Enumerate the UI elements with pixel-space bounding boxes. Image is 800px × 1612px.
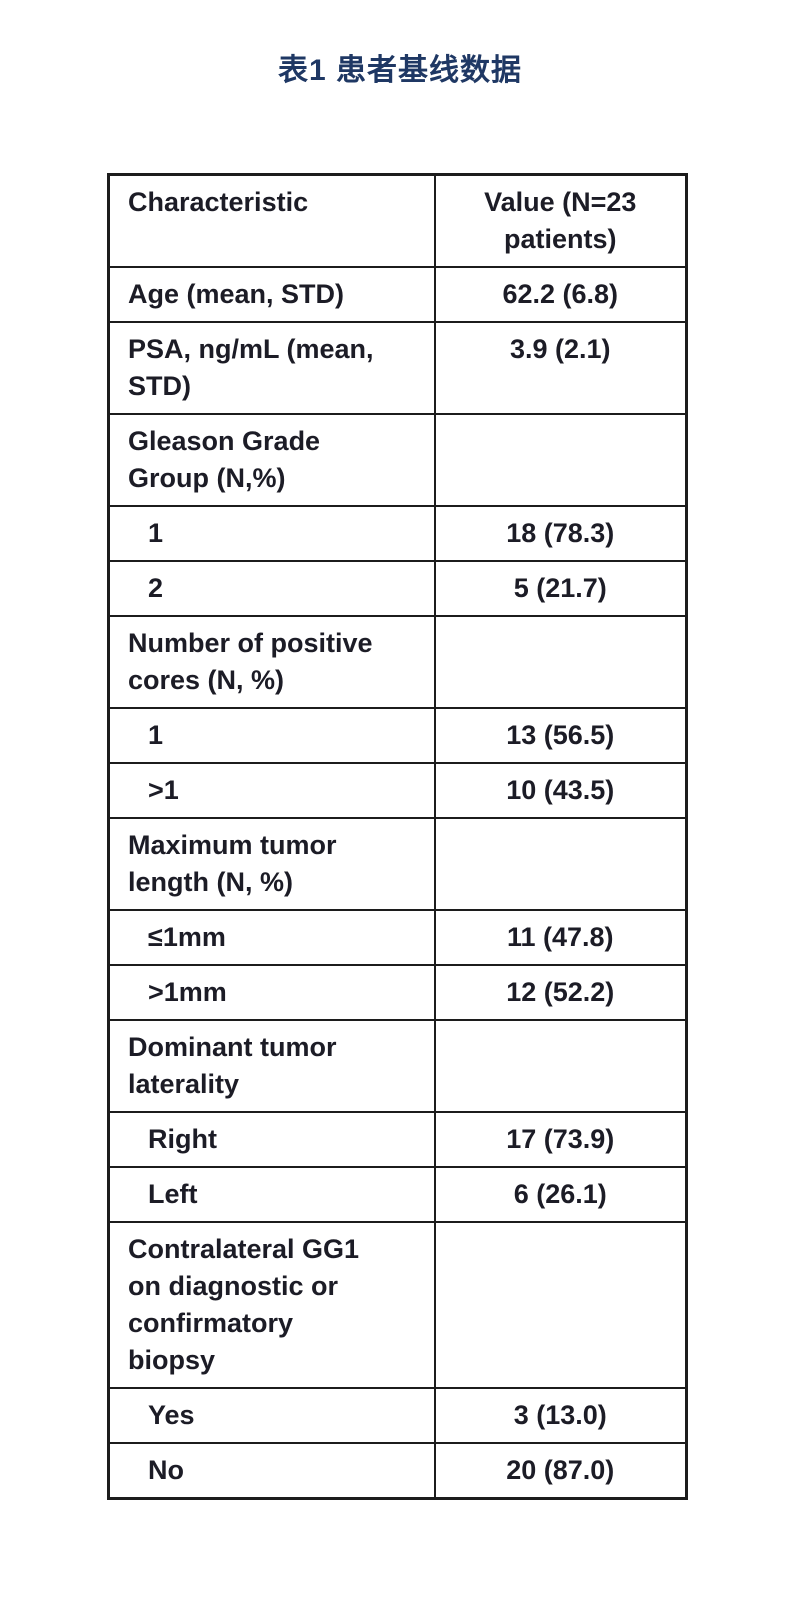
characteristic-cell: Gleason Grade Group (N,%) xyxy=(107,413,436,507)
value-cell xyxy=(433,817,688,911)
table-row: >1mm 12 (52.2) xyxy=(107,964,688,1021)
value-cell: 5 (21.7) xyxy=(433,560,688,617)
table-caption: 表1 患者基线数据 xyxy=(277,54,523,87)
characteristic-cell: Yes xyxy=(107,1387,436,1444)
characteristic-cell: No xyxy=(107,1442,436,1500)
table-row: Number of positive cores (N, %) xyxy=(107,615,688,709)
characteristic-cell: 1 xyxy=(107,707,436,764)
characteristic-cell: >1 xyxy=(107,762,436,819)
table-row: Right 17 (73.9) xyxy=(107,1111,688,1168)
table-row: No 20 (87.0) xyxy=(107,1442,688,1500)
characteristic-cell: 2 xyxy=(107,560,436,617)
value-cell: 3 (13.0) xyxy=(433,1387,688,1444)
table-row: 1 13 (56.5) xyxy=(107,707,688,764)
value-cell: 11 (47.8) xyxy=(433,909,688,966)
table-row: Left 6 (26.1) xyxy=(107,1166,688,1223)
value-cell: 6 (26.1) xyxy=(433,1166,688,1223)
table-row: Yes 3 (13.0) xyxy=(107,1387,688,1444)
table-row: Maximum tumor length (N, %) xyxy=(107,817,688,911)
value-cell xyxy=(433,1019,688,1113)
table-body: Age (mean, STD) 62.2 (6.8) PSA, ng/mL (m… xyxy=(107,266,688,1500)
table-header-row: Characteristic Value (N=23 patients) xyxy=(107,173,688,268)
value-cell: 62.2 (6.8) xyxy=(433,266,688,323)
column-header-value: Value (N=23 patients) xyxy=(433,173,688,268)
table-row: >1 10 (43.5) xyxy=(107,762,688,819)
value-cell xyxy=(433,615,688,709)
characteristic-cell: Dominant tumor laterality xyxy=(107,1019,436,1113)
value-cell xyxy=(433,413,688,507)
table-row: Gleason Grade Group (N,%) xyxy=(107,413,688,507)
characteristic-cell: Age (mean, STD) xyxy=(107,266,436,323)
characteristic-cell: Right xyxy=(107,1111,436,1168)
table-row: PSA, ng/mL (mean, STD) 3.9 (2.1) xyxy=(107,321,688,415)
value-cell: 18 (78.3) xyxy=(433,505,688,562)
value-cell xyxy=(433,1221,688,1389)
column-header-characteristic: Characteristic xyxy=(107,173,436,268)
characteristic-cell: Left xyxy=(107,1166,436,1223)
table-row: ≤1mm 11 (47.8) xyxy=(107,909,688,966)
table-row: Age (mean, STD) 62.2 (6.8) xyxy=(107,266,688,323)
table-row: 2 5 (21.7) xyxy=(107,560,688,617)
characteristic-cell: PSA, ng/mL (mean, STD) xyxy=(107,321,436,415)
value-cell: 17 (73.9) xyxy=(433,1111,688,1168)
characteristic-cell: Maximum tumor length (N, %) xyxy=(107,817,436,911)
value-cell: 12 (52.2) xyxy=(433,964,688,1021)
characteristic-cell: Number of positive cores (N, %) xyxy=(107,615,436,709)
value-cell: 20 (87.0) xyxy=(433,1442,688,1500)
characteristic-cell: 1 xyxy=(107,505,436,562)
table-row: Contralateral GG1 on diagnostic or confi… xyxy=(107,1221,688,1389)
table-row: 1 18 (78.3) xyxy=(107,505,688,562)
value-cell: 10 (43.5) xyxy=(433,762,688,819)
characteristic-cell: Contralateral GG1 on diagnostic or confi… xyxy=(107,1221,436,1389)
table-row: Dominant tumor laterality xyxy=(107,1019,688,1113)
characteristic-cell: >1mm xyxy=(107,964,436,1021)
value-cell: 3.9 (2.1) xyxy=(433,321,688,415)
characteristic-cell: ≤1mm xyxy=(107,909,436,966)
value-cell: 13 (56.5) xyxy=(433,707,688,764)
baseline-characteristics-table: Characteristic Value (N=23 patients) Age… xyxy=(107,173,688,1500)
